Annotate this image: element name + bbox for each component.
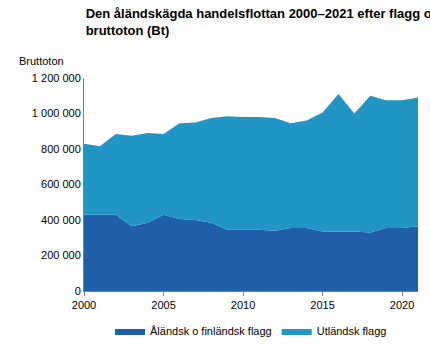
svg-text:400 000: 400 000 — [41, 214, 81, 226]
svg-text:2005: 2005 — [151, 299, 175, 311]
svg-text:2000: 2000 — [72, 299, 96, 311]
svg-text:2010: 2010 — [231, 299, 255, 311]
svg-text:600 000: 600 000 — [41, 178, 81, 190]
svg-text:Den åländskägda handelsflottan: Den åländskägda handelsflottan 2000–2021… — [86, 6, 430, 38]
svg-text:0: 0 — [75, 285, 81, 297]
svg-text:Bruttoton: Bruttoton — [19, 55, 64, 67]
svg-text:2020: 2020 — [390, 299, 414, 311]
svg-text:800 000: 800 000 — [41, 143, 81, 155]
svg-text:1 200 000: 1 200 000 — [32, 72, 81, 84]
svg-text:1 000 000: 1 000 000 — [32, 107, 81, 119]
svg-text:Utländsk flagg: Utländsk flagg — [317, 325, 387, 337]
svg-text:200 000: 200 000 — [41, 249, 81, 261]
svg-text:Åländsk o finländsk flagg: Åländsk o finländsk flagg — [150, 325, 272, 337]
svg-text:2015: 2015 — [310, 299, 334, 311]
